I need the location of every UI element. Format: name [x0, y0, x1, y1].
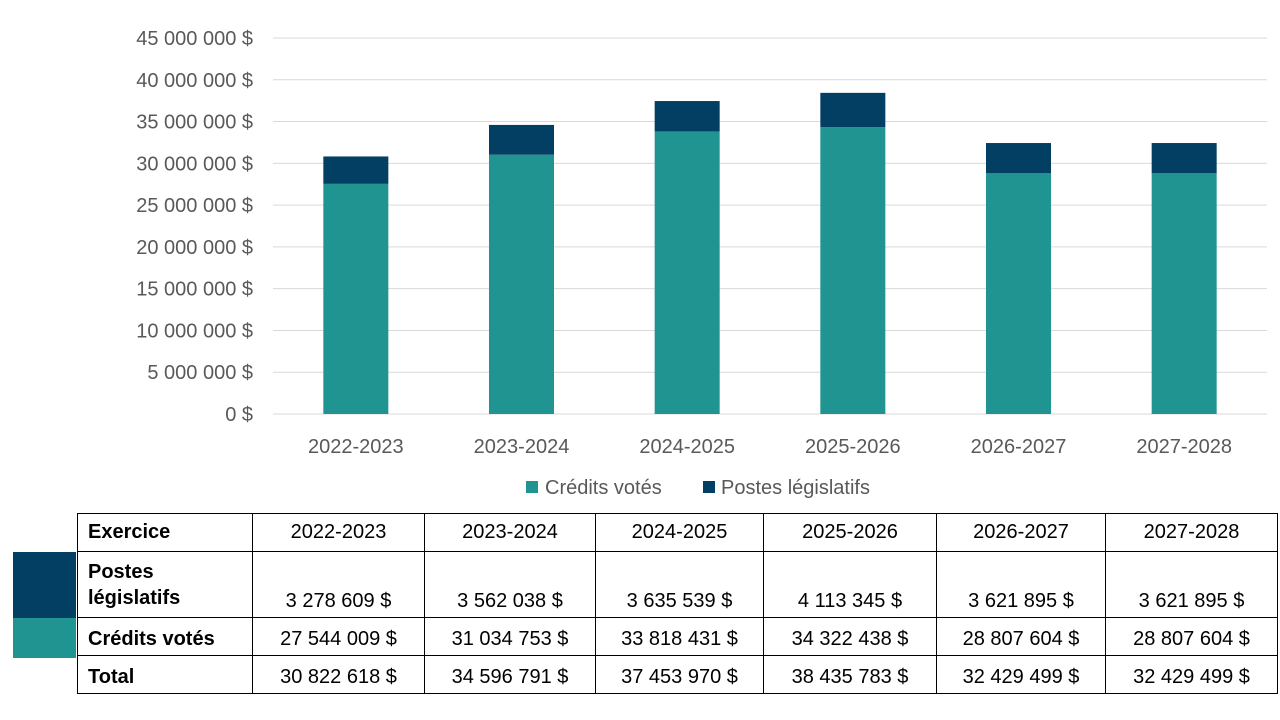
- y-tick-label: 25 000 000 $: [136, 195, 253, 217]
- table-header-exercice: Exercice: [77, 513, 253, 552]
- legend-swatch-postes-legislatifs: [703, 481, 715, 493]
- stacked-bar-chart: 45 000 000 $ 40 000 000 $ 35 000 000 $ 30 0…: [136, 28, 1267, 499]
- table-header-year: 2023-2024: [424, 513, 596, 552]
- credits-votes-color-swatch: [13, 618, 76, 658]
- gridlines: [273, 37, 1267, 415]
- table-header-year: 2025-2026: [763, 513, 937, 552]
- table-header-year: 2024-2025: [595, 513, 764, 552]
- x-tick-label: 2025-2026: [805, 436, 901, 458]
- table-cell-value: 27 544 009 $: [252, 617, 425, 656]
- legend-swatch-credits-votes: [526, 481, 538, 493]
- bar-postes-legislatifs-2024-2025: [654, 101, 720, 132]
- table-cell-value: 31 034 753 $: [424, 617, 596, 656]
- y-tick-label: 20 000 000 $: [136, 237, 253, 259]
- bars: [323, 92, 1217, 415]
- y-axis-tick-labels: 45 000 000 $ 40 000 000 $ 35 000 000 $ 30 0…: [136, 28, 253, 426]
- table-cell-value: 33 818 431 $: [595, 617, 764, 656]
- table-cell-value: 3 635 539 $: [595, 551, 764, 618]
- y-tick-label: 15 000 000 $: [136, 279, 253, 301]
- table-row-label: Crédits votés: [77, 617, 253, 656]
- y-tick-label: 5 000 000 $: [147, 362, 253, 384]
- table-cell-value: 32 429 499 $: [936, 655, 1106, 694]
- table-cell-value: 3 621 895 $: [936, 551, 1106, 618]
- table-cell-value: 3 562 038 $: [424, 551, 596, 618]
- y-tick-label: 40 000 000 $: [136, 70, 253, 92]
- table-header-year: 2022-2023: [252, 513, 425, 552]
- bar-postes-legislatifs-2023-2024: [489, 124, 554, 155]
- bar-postes-legislatifs-2027-2028: [1151, 143, 1217, 174]
- table-cell-value: 28 807 604 $: [936, 617, 1106, 656]
- table-header-year: 2027-2028: [1105, 513, 1278, 552]
- table-row-postes-legislatifs: Postes législatifs 3 278 609 $3 562 038 $…: [77, 551, 1278, 618]
- bar-postes-legislatifs-2025-2026: [820, 92, 886, 128]
- table-header-year: 2026-2027: [936, 513, 1106, 552]
- y-tick-label: 35 000 000 $: [136, 112, 253, 134]
- x-tick-label: 2024-2025: [639, 436, 735, 458]
- y-tick-label: 45 000 000 $: [136, 28, 253, 50]
- x-axis-tick-labels: 2022-2023 2023-2024 2024-2025 2025-2026 2026…: [308, 436, 1232, 458]
- x-tick-label: 2027-2028: [1136, 436, 1232, 458]
- table-cell-value: 28 807 604 $: [1105, 617, 1278, 656]
- table-cell-value: 30 822 618 $: [252, 655, 425, 694]
- table-cell-value: 4 113 345 $: [763, 551, 937, 618]
- bar-credits-votes-2023-2024: [489, 154, 554, 415]
- table-cell-value: 34 596 791 $: [424, 655, 596, 694]
- y-tick-label: 10 000 000 $: [136, 320, 253, 342]
- data-table: Exercice 2022-2023 2023-2024 2024-2025 2025-…: [77, 513, 1278, 694]
- legend-label-postes-legislatifs: Postes législatifs: [721, 477, 870, 499]
- y-tick-label: 0 $: [225, 404, 253, 426]
- table-cell-value: 38 435 783 $: [763, 655, 937, 694]
- table-cell-value: 37 453 970 $: [595, 655, 764, 694]
- table-row-label: Total: [77, 655, 253, 694]
- legend-label-credits-votes: Crédits votés: [545, 477, 662, 499]
- table-header-row: Exercice 2022-2023 2023-2024 2024-2025 2025-…: [77, 513, 1278, 552]
- bar-credits-votes-2024-2025: [654, 131, 720, 414]
- bar-postes-legislatifs-2022-2023: [323, 156, 389, 184]
- x-tick-label: 2022-2023: [308, 436, 404, 458]
- table-cell-value: 34 322 438 $: [763, 617, 937, 656]
- bar-credits-votes-2025-2026: [820, 127, 886, 414]
- table-row-label: Postes législatifs: [77, 551, 253, 618]
- table-row-total: Total 30 822 618 $34 596 791 $37 453 970 …: [77, 655, 1278, 694]
- table-row-credits-votes: Crédits votés 27 544 009 $31 034 753 $33 …: [77, 617, 1278, 656]
- table-cell-value: 3 621 895 $: [1105, 551, 1278, 618]
- table-cell-value: 32 429 499 $: [1105, 655, 1278, 694]
- x-tick-label: 2023-2024: [474, 436, 570, 458]
- bar-credits-votes-2026-2027: [986, 173, 1051, 414]
- y-tick-label: 30 000 000 $: [136, 153, 253, 175]
- bar-credits-votes-2027-2028: [1151, 173, 1217, 414]
- x-tick-label: 2026-2027: [971, 436, 1067, 458]
- table-cell-value: 3 278 609 $: [252, 551, 425, 618]
- bar-postes-legislatifs-2026-2027: [986, 143, 1051, 174]
- legend: Crédits votés Postes législatifs: [526, 477, 870, 499]
- bar-credits-votes-2022-2023: [323, 183, 389, 414]
- postes-legislatifs-color-swatch: [13, 552, 76, 618]
